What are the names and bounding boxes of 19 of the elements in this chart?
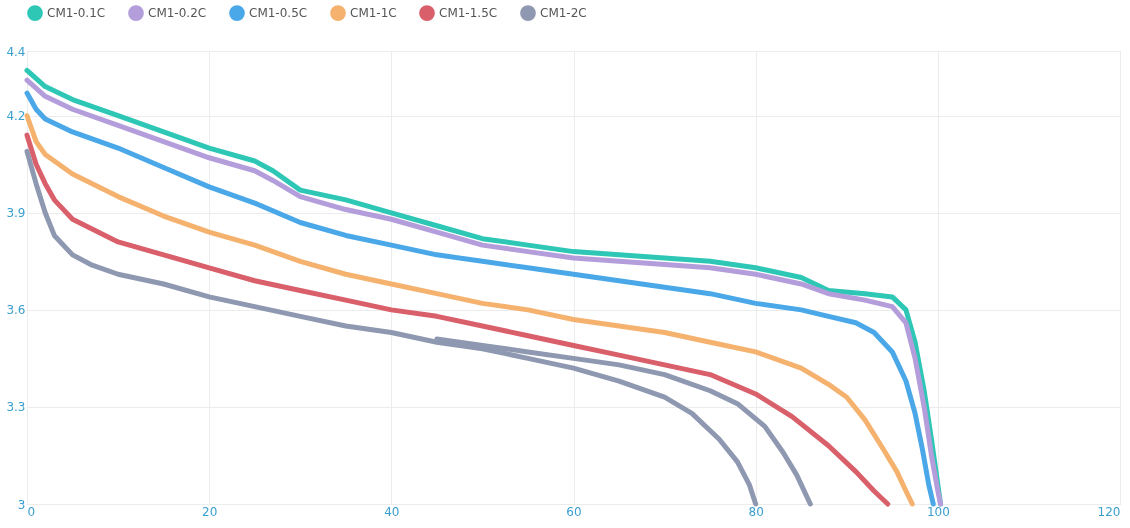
legend-label: CM1-1C [350, 6, 397, 21]
legend-label: CM1-0.2C [148, 6, 207, 21]
y-tick-label: 3 [17, 497, 26, 512]
x-tick-label: 60 [566, 504, 582, 519]
y-tick-label: 4.2 [6, 109, 26, 124]
y-tick-label: 3.9 [6, 206, 26, 221]
x-tick-label: 80 [748, 504, 764, 519]
legend-label: CM1-0.5C [249, 6, 308, 21]
legend-label: CM1-1.5C [439, 6, 498, 21]
x-tick-label: 0 [27, 504, 36, 519]
x-tick-label: 120 [1097, 504, 1121, 519]
y-tick-label: 3.6 [6, 303, 26, 318]
x-tick-label: 40 [384, 504, 400, 519]
legend-label: CM1-2C [540, 6, 587, 21]
legend-label: CM1-0.1C [47, 6, 106, 21]
y-tick-label: 4.4 [6, 44, 26, 59]
y-tick-label: 3.3 [6, 400, 26, 415]
x-tick-label: 100 [926, 504, 950, 519]
x-tick-label: 20 [202, 504, 218, 519]
